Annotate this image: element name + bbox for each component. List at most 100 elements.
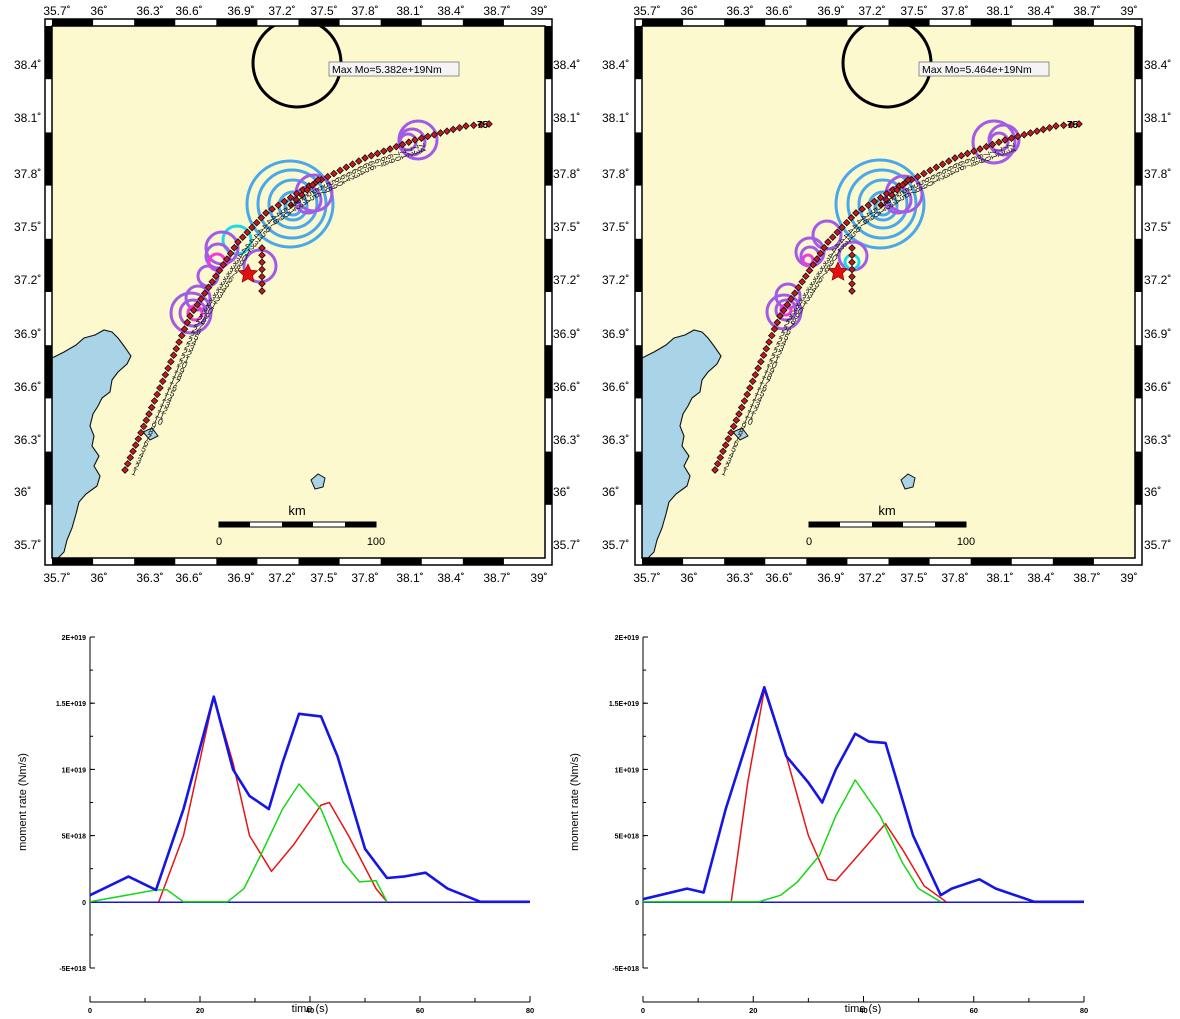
subfault-label: 16 bbox=[166, 380, 179, 393]
subfault-marker bbox=[164, 364, 172, 373]
subfault-label: 11 bbox=[744, 409, 756, 422]
subfault-label: 11 bbox=[154, 409, 166, 422]
subfault-marker bbox=[204, 283, 213, 292]
subfault-label: 62 bbox=[344, 170, 357, 183]
subfault-marker bbox=[477, 120, 486, 129]
x-tick-label: 37.5˚ bbox=[900, 4, 927, 18]
y-tick-label: 36.9˚ bbox=[602, 327, 629, 341]
x-tick-labels: 35.7˚ 35.7˚ 36˚ 36˚ 36.3˚ 36.3˚ 36.6˚ 36.6˚ 36.9… bbox=[43, 4, 547, 585]
y-tick-label: 37.8˚ bbox=[553, 167, 580, 181]
subfault-marker bbox=[790, 289, 799, 298]
x-tick-label: 38.4˚ bbox=[1027, 571, 1054, 585]
x-tick-label: 38.7˚ bbox=[1073, 4, 1100, 18]
slip-circle bbox=[184, 284, 212, 312]
subfault-label: 58 bbox=[911, 181, 924, 194]
subfault-label: 1 bbox=[720, 467, 728, 478]
subfault-marker bbox=[423, 132, 432, 141]
frame-segment bbox=[545, 451, 552, 505]
subfault-marker bbox=[1001, 136, 1009, 144]
subfault-marker bbox=[219, 260, 228, 269]
subfault-label: 70 bbox=[391, 150, 404, 163]
x-tick-label: 39˚ bbox=[1120, 571, 1137, 585]
subfault-marker bbox=[848, 279, 856, 288]
x-tick-label: 36.3˚ bbox=[136, 4, 163, 18]
y-ticks: -5E+018 0 5E+018 1E+019 1.5E+019 2E+019 bbox=[609, 635, 648, 973]
max-moment-label-box bbox=[328, 61, 460, 77]
x-tick-label: 38.4˚ bbox=[437, 571, 464, 585]
subfault-marker bbox=[455, 123, 464, 132]
frame-segment bbox=[380, 558, 422, 565]
subfault-marker bbox=[773, 318, 782, 327]
subfault-label: 72 bbox=[994, 146, 1007, 159]
subfault-marker bbox=[183, 318, 192, 327]
subfault-marker bbox=[877, 201, 885, 209]
subfault-label: 3 bbox=[135, 455, 143, 466]
y-tick-labels: 38.4˚ 38.4˚ 38.1˚ 38.1˚ 37.8˚ 37.8˚ 37.5˚ 37.5˚… bbox=[602, 58, 1171, 552]
subfault-label: 57 bbox=[906, 184, 919, 197]
subfault-label: 10 bbox=[742, 414, 755, 427]
sea-inlet bbox=[732, 427, 749, 441]
frame-segment bbox=[134, 19, 176, 26]
lake bbox=[900, 473, 916, 490]
subfault-label: 19 bbox=[764, 363, 777, 376]
y-tick-label: 37.2˚ bbox=[602, 273, 629, 287]
segment-b-series bbox=[89, 783, 388, 903]
frame-segment bbox=[970, 19, 1012, 26]
y-tick-label: 37.2˚ bbox=[14, 273, 41, 287]
x-tick-label: 36.6˚ bbox=[765, 571, 792, 585]
frame-segment bbox=[1135, 345, 1142, 399]
subfault-marker bbox=[123, 459, 132, 468]
subfault-marker bbox=[926, 166, 934, 175]
x-tick-label: 39˚ bbox=[530, 4, 547, 18]
subfault-marker bbox=[824, 238, 832, 246]
subfault-marker bbox=[1020, 130, 1028, 139]
frame-segment bbox=[635, 345, 642, 399]
frame-segment bbox=[1135, 451, 1142, 505]
moment-rate-chart-right: moment rate (Nm/s) time (s) -5E+018 0 5E+0… bbox=[569, 635, 1088, 1015]
subfault-label: 74 bbox=[1006, 142, 1018, 154]
slip-circle bbox=[988, 131, 1010, 153]
subfault-label: 27 bbox=[783, 318, 796, 331]
y-axis-title: moment rate (Nm/s) bbox=[569, 753, 581, 851]
slip-circle bbox=[811, 219, 843, 251]
subfault-label: 3 bbox=[725, 455, 733, 466]
y-tick-label: 36.3˚ bbox=[602, 433, 629, 447]
subfault-marker bbox=[988, 140, 997, 149]
subfault-label: 24 bbox=[186, 335, 199, 348]
x-axis-title: time (s) bbox=[292, 1003, 329, 1014]
subfault-marker bbox=[150, 397, 159, 405]
subfault-marker bbox=[186, 312, 194, 320]
x-tick-label: 38.1˚ bbox=[396, 571, 423, 585]
y-tick-label: 35.7˚ bbox=[14, 538, 41, 552]
x-tick-label: 36˚ bbox=[90, 571, 107, 585]
y-tick-label: 38.4˚ bbox=[602, 58, 629, 72]
x-tick-label: 38.1˚ bbox=[986, 571, 1013, 585]
frame-segment bbox=[380, 19, 422, 26]
subfault-marker bbox=[286, 193, 295, 202]
subfault-label-75: 75 bbox=[1067, 120, 1079, 131]
y-tick-label: 36.6˚ bbox=[14, 380, 41, 394]
subfault-label: 6 bbox=[732, 438, 740, 449]
moment-rate-chart-left: moment rate (Nm/s) time (s) -5E+018 0 5E+0… bbox=[17, 635, 534, 1015]
subfault-label: 64 bbox=[945, 164, 958, 177]
subfault-label: 71 bbox=[397, 148, 410, 161]
subfault-marker bbox=[139, 422, 148, 431]
series-group bbox=[642, 686, 1084, 904]
subfault-label: 23 bbox=[773, 341, 786, 354]
y-tick-label: 38.1˚ bbox=[14, 111, 41, 125]
y-tick-label: 38.1˚ bbox=[1144, 111, 1171, 125]
frame-segment bbox=[635, 26, 642, 80]
x-axis-title: time (s) bbox=[845, 1003, 882, 1014]
subfault-label: 74 bbox=[416, 142, 428, 154]
y-ticks: -5E+018 0 5E+018 1E+019 1.5E+019 2E+019 bbox=[56, 635, 95, 973]
x-tick-label: 80 bbox=[1080, 1006, 1088, 1014]
max-moment-label: Max Mo=5.382e+19Nm bbox=[332, 64, 442, 76]
x-tick-label: 38.1˚ bbox=[396, 4, 423, 18]
y-tick-label: 38.4˚ bbox=[14, 58, 41, 72]
subfault-label: 18 bbox=[171, 369, 184, 382]
x-tick-label: 37.8˚ bbox=[351, 4, 378, 18]
subfault-label: 67 bbox=[962, 157, 975, 170]
subfault-marker bbox=[258, 287, 266, 295]
subfault-label: 5 bbox=[730, 443, 738, 454]
y-tick-label: 36.9˚ bbox=[553, 327, 580, 341]
